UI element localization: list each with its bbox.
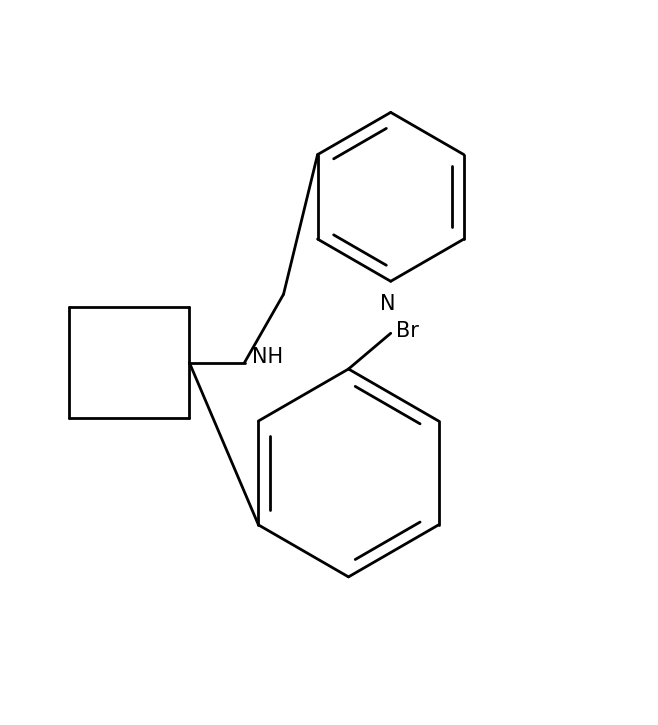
Text: NH: NH	[252, 347, 284, 368]
Text: N: N	[380, 294, 395, 314]
Text: Br: Br	[396, 321, 418, 341]
